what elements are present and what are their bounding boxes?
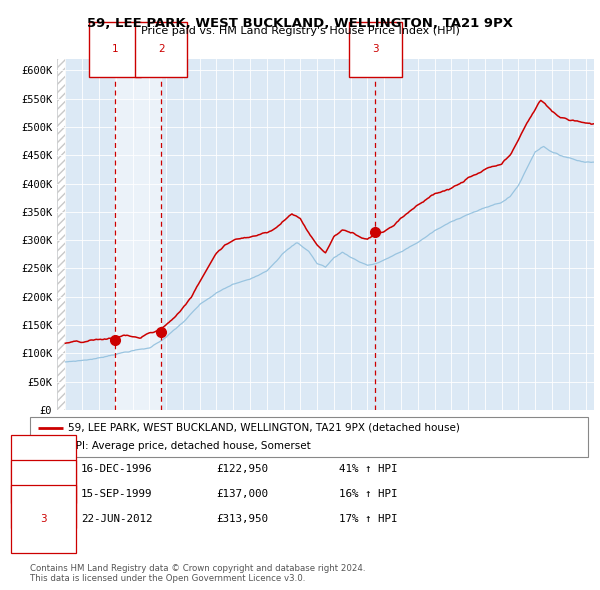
Text: 41% ↑ HPI: 41% ↑ HPI [339, 464, 397, 474]
Text: HPI: Average price, detached house, Somerset: HPI: Average price, detached house, Some… [68, 441, 311, 451]
Text: 2: 2 [40, 489, 47, 499]
Text: 3: 3 [40, 514, 47, 524]
Text: Price paid vs. HM Land Registry's House Price Index (HPI): Price paid vs. HM Land Registry's House … [140, 26, 460, 36]
Text: 1: 1 [40, 464, 47, 474]
Text: 22-JUN-2012: 22-JUN-2012 [81, 514, 152, 524]
Text: 16-DEC-1996: 16-DEC-1996 [81, 464, 152, 474]
Text: £137,000: £137,000 [216, 489, 268, 499]
Bar [115, 59, 161, 410]
Text: 59, LEE PARK, WEST BUCKLAND, WELLINGTON, TA21 9PX (detached house): 59, LEE PARK, WEST BUCKLAND, WELLINGTON,… [68, 423, 460, 433]
Text: 3: 3 [372, 44, 379, 54]
Text: 15-SEP-1999: 15-SEP-1999 [81, 489, 152, 499]
Text: Contains HM Land Registry data © Crown copyright and database right 2024.
This d: Contains HM Land Registry data © Crown c… [30, 563, 365, 583]
Text: 17% ↑ HPI: 17% ↑ HPI [339, 514, 397, 524]
Text: 2: 2 [158, 44, 164, 54]
Text: 59, LEE PARK, WEST BUCKLAND, WELLINGTON, TA21 9PX: 59, LEE PARK, WEST BUCKLAND, WELLINGTON,… [87, 17, 513, 30]
Text: £313,950: £313,950 [216, 514, 268, 524]
Text: 16% ↑ HPI: 16% ↑ HPI [339, 489, 397, 499]
Text: 1: 1 [112, 44, 118, 54]
Text: £122,950: £122,950 [216, 464, 268, 474]
